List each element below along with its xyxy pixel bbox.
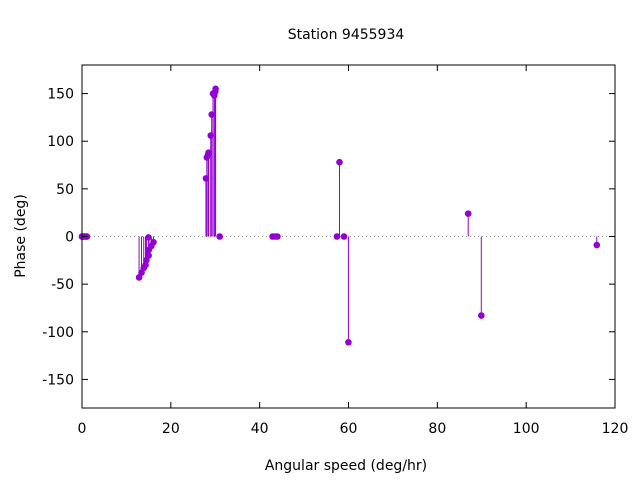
x-tick-label: 80 <box>428 421 446 437</box>
data-point <box>336 158 343 166</box>
data-point <box>216 233 223 240</box>
x-tick-label: 40 <box>251 421 269 437</box>
chart-title: Station 9455934 <box>288 27 405 43</box>
data-point <box>340 233 348 240</box>
data-point <box>202 175 210 182</box>
y-tick-label: 50 <box>56 182 74 198</box>
y-tick-label: -50 <box>51 277 74 293</box>
x-tick-label: 60 <box>340 421 358 437</box>
x-tick-label: 20 <box>162 421 180 437</box>
data-point <box>593 241 601 249</box>
y-tick-label: -150 <box>42 372 74 388</box>
data-point <box>205 149 212 156</box>
data-point <box>145 234 152 241</box>
y-tick-label: 150 <box>47 87 74 103</box>
y-tick-label: -100 <box>42 325 74 341</box>
data-point <box>345 338 352 346</box>
x-tick-label: 120 <box>602 421 629 437</box>
data-point <box>464 210 472 217</box>
y-axis-label: Phase (deg) <box>13 194 29 278</box>
data-point <box>212 85 219 93</box>
y-tick-label: 100 <box>47 134 74 150</box>
data-point <box>207 132 215 139</box>
tick-layer: -150 -100 -50 0 50 100 150 0 20 40 60 80 100 120 <box>42 65 628 437</box>
data-point <box>145 252 152 259</box>
data-point <box>150 238 157 246</box>
data-point <box>478 312 485 319</box>
data-point <box>208 111 215 118</box>
data-point <box>274 233 281 240</box>
y-tick-label: 0 <box>65 230 74 246</box>
data-point <box>333 233 341 240</box>
x-tick-label: 0 <box>78 421 87 437</box>
x-axis-label: Angular speed (deg/hr) <box>265 458 427 474</box>
x-tick-label: 100 <box>513 421 540 437</box>
